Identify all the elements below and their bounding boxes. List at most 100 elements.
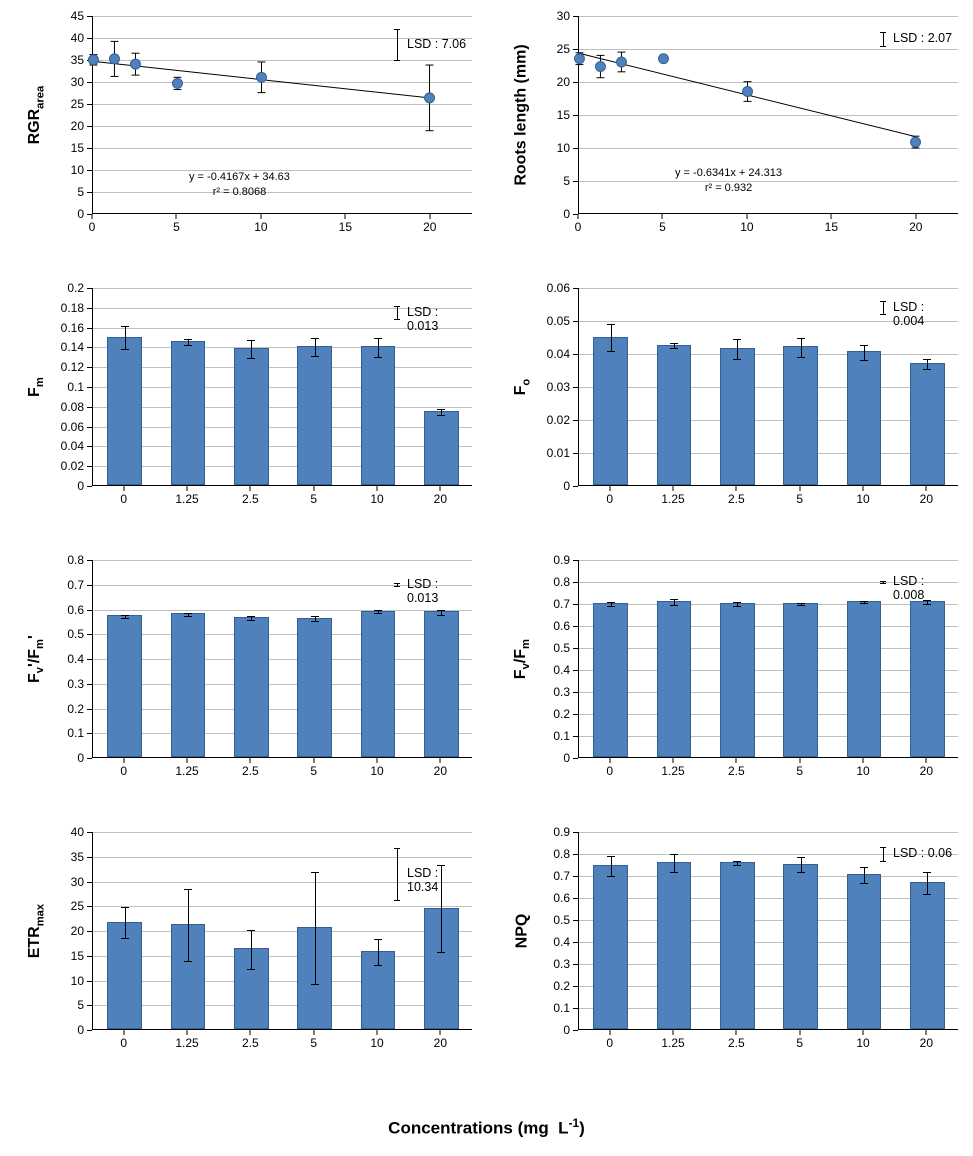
x-tick-label: 5 <box>310 1036 317 1050</box>
bar <box>593 337 628 486</box>
data-point <box>173 78 183 88</box>
error-bar <box>611 324 612 350</box>
gridline <box>579 604 958 605</box>
y-tick-label: 10 <box>510 141 570 155</box>
plot-area: LSD : 7.06y = -0.4167x + 34.63r² = 0.806… <box>92 16 472 214</box>
x-tick-mark <box>799 758 800 763</box>
y-tick-label: 40 <box>24 825 84 839</box>
x-ticks: 01.252.551020 <box>578 1030 958 1050</box>
x-tick-label: 20 <box>920 764 933 778</box>
x-ticks: 01.252.551020 <box>92 1030 472 1050</box>
lsd-label: LSD : 10.34 <box>407 866 472 894</box>
x-tick-label: 10 <box>856 1036 869 1050</box>
y-tick-label: 0.2 <box>510 979 570 993</box>
x-tick-label: 1.25 <box>661 492 684 506</box>
x-tick-mark <box>250 758 251 763</box>
gridline <box>579 648 958 649</box>
x-tick-mark <box>123 1030 124 1035</box>
y-tick-label: 0.1 <box>24 380 84 394</box>
y-tick-label: 0.6 <box>510 891 570 905</box>
x-tick-label: 10 <box>856 492 869 506</box>
bar <box>720 862 755 1029</box>
y-tick-label: 0.8 <box>510 847 570 861</box>
y-tick-label: 0.02 <box>24 459 84 473</box>
y-tick-label: 0.04 <box>24 439 84 453</box>
y-tick-label: 0.8 <box>510 575 570 589</box>
bar <box>593 865 628 1029</box>
error-cap <box>733 359 741 360</box>
y-tick-label: 0.7 <box>510 597 570 611</box>
gridline <box>579 714 958 715</box>
x-ticks: 01.252.551020 <box>578 758 958 778</box>
x-tick-label: 20 <box>423 220 436 234</box>
lsd-cap <box>394 848 400 849</box>
error-cap <box>860 360 868 361</box>
x-tick-mark <box>926 486 927 491</box>
gridline <box>579 420 958 421</box>
lsd-cap <box>394 29 400 30</box>
gridline <box>579 876 958 877</box>
error-cap <box>121 907 129 908</box>
data-point <box>130 59 140 69</box>
x-tick-label: 0 <box>606 1036 613 1050</box>
lsd-label: LSD : 2.07 <box>893 31 952 45</box>
y-tick-label: 20 <box>24 119 84 133</box>
x-tick-label: 15 <box>825 220 838 234</box>
lsd-cap <box>880 314 886 315</box>
panel-fo: Fo00.010.020.030.040.050.0601.252.551020… <box>510 280 962 516</box>
y-tick-label: 0.8 <box>24 553 84 567</box>
error-cap <box>247 969 255 970</box>
data-point <box>88 55 98 65</box>
error-cap <box>607 351 615 352</box>
data-point <box>595 62 605 72</box>
error-cap <box>311 621 319 622</box>
gridline <box>93 387 472 388</box>
x-tick-mark <box>377 758 378 763</box>
error-cap <box>247 340 255 341</box>
lsd-cap <box>394 900 400 901</box>
gridline <box>93 634 472 635</box>
x-tick-label: 2.5 <box>242 1036 259 1050</box>
error-bar <box>674 854 675 872</box>
bar <box>657 345 692 485</box>
error-cap <box>670 872 678 873</box>
y-tick-label: 0.5 <box>24 627 84 641</box>
error-cap <box>311 984 319 985</box>
bar <box>593 603 628 757</box>
gridline <box>579 560 958 561</box>
error-cap <box>607 856 615 857</box>
gridline <box>579 387 958 388</box>
y-tick-label: 0 <box>24 1023 84 1037</box>
y-tick-label: 10 <box>24 974 84 988</box>
x-tick-label: 2.5 <box>242 764 259 778</box>
x-tick-label: 0 <box>120 1036 127 1050</box>
x-ticks: 01.252.551020 <box>92 758 472 778</box>
x-tick-label: 5 <box>310 492 317 506</box>
x-tick-mark <box>250 486 251 491</box>
error-cap <box>374 939 382 940</box>
y-tick-label: 0 <box>510 1023 570 1037</box>
x-tick-mark <box>377 486 378 491</box>
gridline <box>93 857 472 858</box>
x-tick-label: 15 <box>339 220 352 234</box>
error-bar <box>251 340 252 358</box>
error-cap <box>311 356 319 357</box>
y-tick-label: 15 <box>24 141 84 155</box>
lsd-bar <box>883 301 884 314</box>
bar <box>171 341 206 485</box>
x-tick-mark <box>736 1030 737 1035</box>
gridline <box>579 692 958 693</box>
lsd-cap <box>880 301 886 302</box>
y-tick-label: 0.1 <box>510 729 570 743</box>
y-tick-label: 5 <box>24 998 84 1012</box>
x-tick-label: 20 <box>920 492 933 506</box>
y-tick-label: 10 <box>24 163 84 177</box>
lsd-cap <box>394 586 400 587</box>
error-cap <box>121 326 129 327</box>
regression-equation: y = -0.4167x + 34.63r² = 0.8068 <box>189 170 290 200</box>
bar <box>657 862 692 1029</box>
lsd-label: LSD : 0.013 <box>407 577 472 605</box>
y-tick-label: 0.5 <box>510 641 570 655</box>
gridline <box>93 956 472 957</box>
error-cap <box>374 610 382 611</box>
